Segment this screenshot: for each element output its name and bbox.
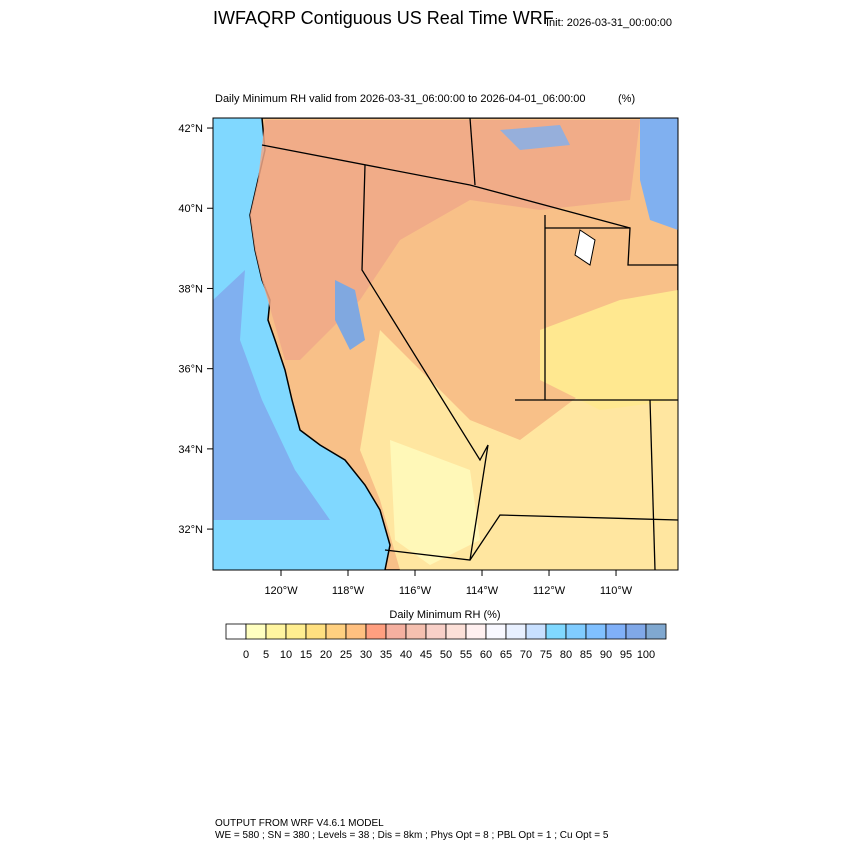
- colorbar-level-label: 25: [340, 649, 352, 661]
- colorbar-swatch: [505, 623, 527, 640]
- colorbar-swatch: [405, 623, 427, 640]
- colorbar-level-label: 90: [600, 649, 612, 661]
- x-tick-label: 116°W: [399, 585, 432, 597]
- dry-plateau: [540, 290, 678, 410]
- colorbar-swatch: [485, 623, 507, 640]
- colorbar-level-label: 0: [243, 649, 249, 661]
- colorbar-level-label: 80: [560, 649, 572, 661]
- colorbar-level-label: 5: [263, 649, 269, 661]
- colorbar-swatch: [285, 623, 307, 640]
- map-axes: 120°W 118°W 116°W 114°W 112°W 110°W 32°N 34°N 36…: [178, 123, 632, 597]
- ocean-band: [213, 270, 330, 520]
- colorbar-swatch: [365, 623, 387, 640]
- colorbar-level-label: 75: [540, 649, 552, 661]
- x-tick-label: 114°W: [466, 585, 499, 597]
- colorbar-level-label: 10: [280, 649, 292, 661]
- subtitle-units: (%): [618, 93, 635, 105]
- x-tick-label: 110°W: [600, 585, 633, 597]
- colorbar-level-label: 55: [460, 649, 472, 661]
- init-time: Init: 2026-03-31_00:00:00: [546, 17, 672, 29]
- colorbar-swatch: [445, 623, 467, 640]
- very-dry: [390, 440, 480, 565]
- salt-lake: [574, 229, 596, 266]
- colorbar: 0 5 10 15 20 25 30 35 40 45 50 55 60 65 70 75 80 85 90 95 10…: [225, 623, 667, 661]
- colorbar-level-label: 40: [400, 649, 412, 661]
- sierra-humid: [335, 280, 365, 350]
- colorbar-level-label: 35: [380, 649, 392, 661]
- y-tick-label: 38°N: [178, 283, 203, 295]
- colorbar-swatch: [385, 623, 407, 640]
- colorbar-swatch: [225, 623, 247, 640]
- idaho-humid: [500, 125, 570, 150]
- subtitle: Daily Minimum RH valid from 2026-03-31_0…: [215, 93, 586, 105]
- colorbar-swatch: [425, 623, 447, 640]
- y-tick-label: 32°N: [178, 524, 203, 536]
- colorbar-swatch: [545, 623, 567, 640]
- title: IWFAQRP Contiguous US Real Time WRF: [213, 8, 554, 28]
- colorbar-level-label: 20: [320, 649, 332, 661]
- rockies-humid: [640, 118, 678, 230]
- footer-line: OUTPUT FROM WRF V4.6.1 MODEL: [215, 818, 384, 829]
- colorbar-swatch: [465, 623, 487, 640]
- state-borders: [261, 118, 678, 570]
- x-tick-label: 118°W: [332, 585, 365, 597]
- colorbar-label: Daily Minimum RH (%): [389, 609, 500, 621]
- y-tick-label: 40°N: [178, 203, 203, 215]
- colorbar-swatch: [585, 623, 607, 640]
- colorbar-swatch: [525, 623, 547, 640]
- colorbar-level-label: 45: [420, 649, 432, 661]
- y-tick-label: 34°N: [178, 444, 203, 456]
- colorbar-swatch: [325, 623, 347, 640]
- colorbar-level-label: 100: [637, 649, 655, 661]
- colorbar-level-label: 70: [520, 649, 532, 661]
- map-frame: [212, 117, 679, 571]
- x-tick-label: 112°W: [533, 585, 566, 597]
- colorbar-level-label: 85: [580, 649, 592, 661]
- colorbar-level-label: 60: [480, 649, 492, 661]
- y-tick-label: 42°N: [178, 123, 203, 135]
- colorbar-level-label: 95: [620, 649, 632, 661]
- colorbar-swatch: [645, 623, 667, 640]
- y-tick-label: 36°N: [178, 364, 203, 376]
- colorbar-swatch: [245, 623, 267, 640]
- colorbar-swatch: [605, 623, 627, 640]
- colorbar-swatch: [305, 623, 327, 640]
- colorbar-level-label: 65: [500, 649, 512, 661]
- colorbar-swatch: [625, 623, 647, 640]
- footer-line: WE = 580 ; SN = 380 ; Levels = 38 ; Dis …: [215, 830, 609, 841]
- colorbar-level-label: 15: [300, 649, 312, 661]
- map-field: [213, 118, 678, 570]
- colorbar-level-label: 30: [360, 649, 372, 661]
- x-tick-label: 120°W: [264, 585, 298, 597]
- colorbar-level-label: 50: [440, 649, 452, 661]
- colorbar-swatch: [565, 623, 587, 640]
- colorbar-swatch: [265, 623, 287, 640]
- colorbar-swatch: [345, 623, 367, 640]
